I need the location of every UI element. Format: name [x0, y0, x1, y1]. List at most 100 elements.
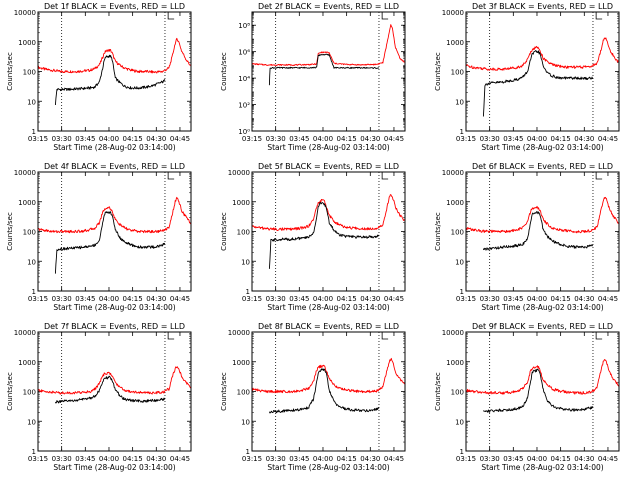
x-tick-label: 03:30	[480, 295, 500, 303]
x-tick-label: 04:00	[99, 455, 119, 463]
x-tick-label: 04:15	[123, 455, 143, 463]
x-tick-label: 04:15	[123, 135, 143, 143]
x-tick-label: 04:15	[123, 295, 143, 303]
x-tick-label: 04:30	[360, 295, 380, 303]
y-tick-label: 10000	[442, 329, 464, 337]
y-tick-label: 1000	[446, 359, 464, 367]
chart-panel-8: Det 8f BLACK = Events, RED = LLD 1 10 100 10…	[220, 322, 406, 472]
x-tick-label: 04:00	[527, 295, 547, 303]
y-tick-label: 1000	[18, 39, 36, 47]
x-tick-label: 04:30	[146, 455, 166, 463]
chart-panel-7: Det 7f BLACK = Events, RED = LLD 1 10 100 10…	[6, 322, 192, 472]
interval-marker	[595, 172, 603, 180]
x-tick-label: 03:15	[456, 135, 476, 143]
series-line-lld	[251, 194, 406, 231]
x-tick-label: 03:15	[28, 295, 48, 303]
y-tick-label: 1	[460, 128, 464, 136]
y-tick-label: 1000	[446, 39, 464, 47]
x-tick-label: 03:15	[242, 135, 262, 143]
chart-title: Det 8f BLACK = Events, RED = LLD	[258, 322, 399, 331]
chart-panel-5: Det 5f BLACK = Events, RED = LLD 1 10 100 10…	[220, 162, 406, 312]
x-tick-label: 04:15	[551, 135, 571, 143]
x-tick-label: 03:15	[28, 135, 48, 143]
y-tick-label: 100	[23, 389, 36, 397]
x-tick-label: 03:30	[266, 455, 286, 463]
chart-title: Det 2f BLACK = Events, RED = LLD	[258, 2, 399, 11]
chart-title: Det 4f BLACK = Events, RED = LLD	[44, 162, 185, 171]
plot-frame	[37, 331, 192, 452]
y-tick-label: 10⁸	[238, 22, 250, 30]
y-axis-label: Counts/sec	[434, 372, 442, 411]
x-tick-label: 03:30	[480, 455, 500, 463]
y-tick-label: 10	[27, 258, 36, 266]
y-tick-label: 10000	[14, 9, 36, 17]
x-tick-label: 04:45	[384, 295, 404, 303]
x-tick-label: 04:30	[574, 455, 594, 463]
x-tick-label: 04:00	[313, 135, 333, 143]
y-tick-label: 10	[241, 258, 250, 266]
y-axis-label: Counts/sec	[220, 212, 228, 251]
x-axis-label: Start Time (28-Aug-02 03:14:00)	[53, 143, 175, 152]
series-line-lld	[465, 196, 620, 234]
x-axis-label: Start Time (28-Aug-02 03:14:00)	[53, 463, 175, 472]
x-tick-label: 04:30	[360, 455, 380, 463]
plot-frame	[37, 11, 192, 132]
x-tick-label: 04:30	[360, 135, 380, 143]
x-tick-label: 04:45	[384, 135, 404, 143]
x-tick-label: 04:00	[99, 135, 119, 143]
x-axis-label: Start Time (28-Aug-02 03:14:00)	[267, 463, 389, 472]
x-tick-label: 03:45	[503, 295, 523, 303]
x-tick-label: 03:45	[503, 135, 523, 143]
y-tick-label: 10²	[238, 102, 250, 110]
chart-title: Det 6f BLACK = Events, RED = LLD	[472, 162, 613, 171]
x-tick-label: 03:45	[75, 295, 95, 303]
series-line-events	[483, 368, 594, 413]
y-tick-label: 10000	[14, 169, 36, 177]
y-tick-label: 1000	[232, 199, 250, 207]
y-axis-label: Counts/sec	[6, 212, 14, 251]
x-tick-label: 03:45	[503, 455, 523, 463]
x-tick-label: 04:15	[337, 455, 357, 463]
x-tick-label: 04:45	[598, 135, 618, 143]
x-axis-label: Start Time (28-Aug-02 03:14:00)	[481, 303, 603, 312]
x-tick-label: 04:30	[574, 135, 594, 143]
interval-marker	[381, 12, 389, 20]
y-tick-label: 10	[455, 98, 464, 106]
y-tick-label: 10	[455, 418, 464, 426]
y-tick-label: 10⁴	[238, 75, 250, 83]
y-tick-label: 10	[455, 258, 464, 266]
x-axis-label: Start Time (28-Aug-02 03:14:00)	[267, 303, 389, 312]
y-axis-label: Counts/sec	[220, 52, 228, 91]
series-line-lld	[252, 24, 406, 66]
x-tick-label: 03:45	[289, 295, 309, 303]
series-line-lld	[465, 37, 620, 71]
series-line-events	[54, 54, 166, 106]
x-tick-label: 03:30	[266, 135, 286, 143]
plot-frame	[251, 331, 406, 452]
y-tick-label: 1	[460, 448, 464, 456]
y-tick-label: 100	[451, 229, 464, 237]
x-tick-label: 04:45	[598, 295, 618, 303]
series-line-events	[268, 202, 380, 269]
x-tick-label: 03:30	[52, 295, 72, 303]
plot-frame	[251, 11, 406, 132]
x-tick-label: 04:30	[146, 295, 166, 303]
y-tick-label: 1000	[232, 359, 250, 367]
series-line-lld	[251, 357, 406, 394]
x-tick-label: 04:30	[574, 295, 594, 303]
y-tick-label: 1	[32, 448, 36, 456]
x-axis-label: Start Time (28-Aug-02 03:14:00)	[53, 303, 175, 312]
chart-panel-4: Det 4f BLACK = Events, RED = LLD 1 10 100 10…	[6, 162, 192, 312]
y-axis-label: Counts/sec	[220, 372, 228, 411]
x-tick-label: 04:00	[527, 135, 547, 143]
y-tick-label: 10⁰	[238, 128, 250, 136]
interval-marker	[381, 172, 389, 180]
y-tick-label: 1	[246, 448, 250, 456]
chart-title: Det 3f BLACK = Events, RED = LLD	[472, 2, 613, 11]
y-tick-label: 10000	[442, 169, 464, 177]
x-tick-label: 03:15	[242, 295, 262, 303]
x-tick-label: 04:00	[313, 295, 333, 303]
x-tick-label: 04:15	[337, 295, 357, 303]
x-tick-label: 03:45	[75, 455, 95, 463]
